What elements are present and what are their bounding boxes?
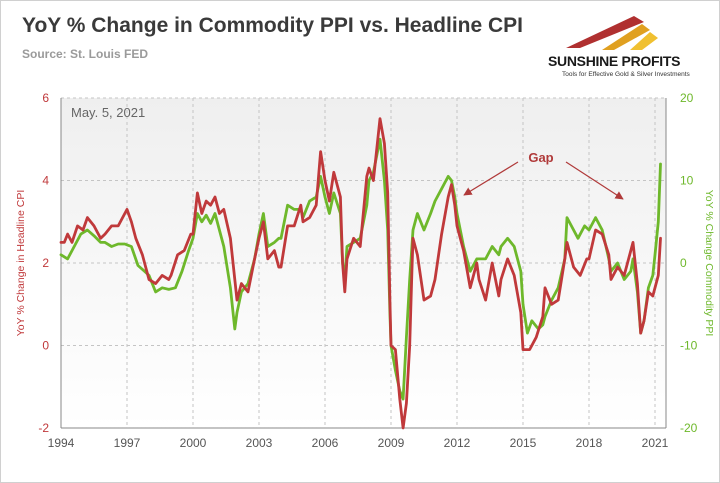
gap-arrow-right — [565, 161, 624, 200]
y-right-tick-label: 20 — [680, 91, 694, 105]
y-left-tick-label: 6 — [42, 91, 49, 105]
x-tick-label: 1994 — [48, 436, 75, 450]
y-left-tick-label: 4 — [42, 174, 49, 188]
y-right-tick-label: -20 — [680, 421, 698, 435]
x-tick-label: 2000 — [180, 436, 207, 450]
logo-name: SUNSHINE PROFITS — [548, 53, 680, 69]
y-right-tick-label: -10 — [680, 339, 698, 353]
sunshine-profits-logo: SUNSHINE PROFITS Tools for Effective Gol… — [548, 16, 691, 78]
x-tick-label: 2012 — [444, 436, 471, 450]
x-tick-label: 2003 — [246, 436, 273, 450]
x-tick-label: 2006 — [312, 436, 339, 450]
series-line-ppi — [59, 137, 662, 401]
gap-arrow-left — [463, 161, 519, 196]
chart-source: Source: St. Louis FED — [22, 47, 149, 61]
x-tick-label: 2015 — [510, 436, 537, 450]
x-tick-label: 2021 — [642, 436, 669, 450]
x-tick-label: 1997 — [114, 436, 141, 450]
y-right-tick-label: 0 — [680, 256, 687, 270]
y-left-axis-label: YoY % Change in Headline CPI — [15, 190, 27, 337]
logo-tagline: Tools for Effective Gold & Silver Invest… — [562, 71, 691, 78]
x-tick-label: 2009 — [378, 436, 405, 450]
y-left-tick-label: 0 — [42, 339, 49, 353]
y-right-axis-label: YoY % Change Commodity PPI — [703, 190, 715, 337]
y-right-tick-label: 10 — [680, 174, 694, 188]
logo-swoosh-icon — [566, 16, 658, 50]
x-tick-label: 2018 — [576, 436, 603, 450]
date-label: May. 5, 2021 — [71, 105, 145, 120]
y-left-tick-label: 2 — [42, 256, 49, 270]
y-left-tick-label: -2 — [38, 421, 49, 435]
series-line-cpi — [59, 117, 662, 430]
gap-annotation-label: Gap — [528, 150, 553, 165]
chart-title: YoY % Change in Commodity PPI vs. Headli… — [22, 14, 523, 37]
